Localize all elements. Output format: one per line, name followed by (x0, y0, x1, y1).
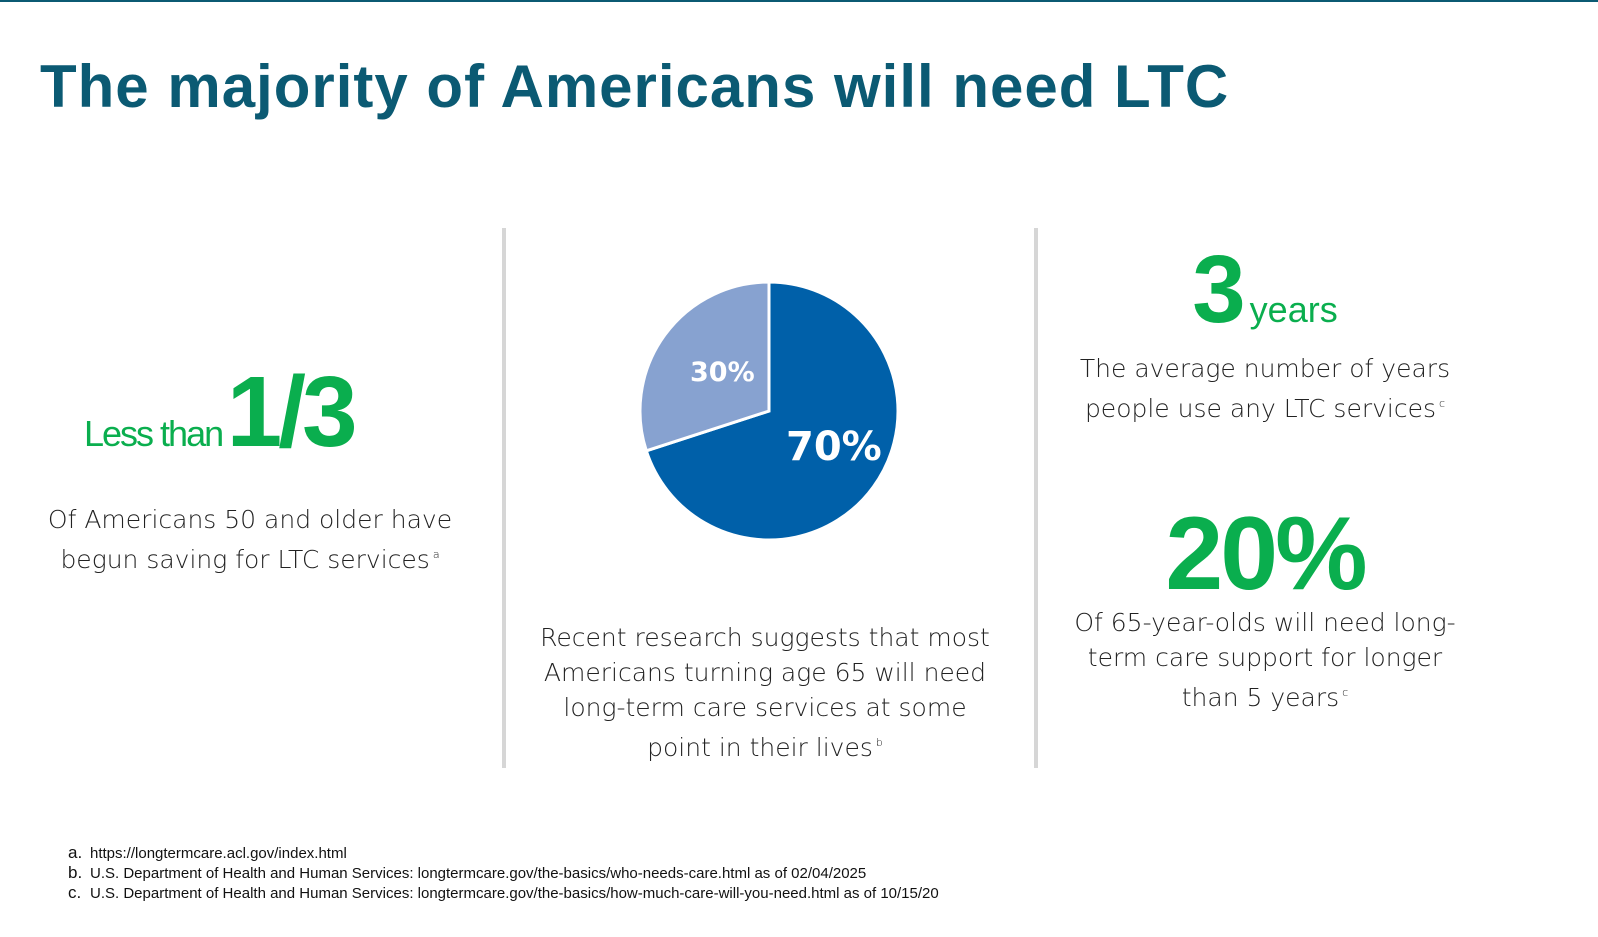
stat-unit: years (1249, 289, 1338, 330)
years-description: The average number of years people use a… (1060, 351, 1470, 426)
top-rule (0, 0, 1598, 2)
pie-chart: 70% 30% (638, 280, 900, 542)
footnote-letter: a. (68, 843, 83, 862)
description-text: Of 65-year-olds will need long-term care… (1074, 608, 1456, 712)
footnote: b. U.S. Department of Health and Human Se… (68, 863, 939, 883)
footnote-letter: b. (68, 863, 83, 882)
stat-percent: 20% (1165, 496, 1367, 612)
pie-label-30: 30% (690, 357, 755, 388)
page-title: The majority of Americans will need LTC (40, 53, 1230, 120)
pie-slice-30 (638, 280, 771, 453)
pie-label-70: 70% (786, 424, 882, 470)
stat-value: 3 (1192, 236, 1246, 343)
footnote-ref: b (875, 736, 883, 749)
footnote: c. U.S. Department of Health and Human Se… (68, 883, 939, 903)
research-description: Recent research suggests that most Ameri… (540, 620, 990, 765)
stat-value: 1/3 (226, 356, 358, 468)
footnote-ref: c (1342, 686, 1349, 699)
column-divider (502, 228, 506, 768)
stat-description: Of Americans 50 and older have begun sav… (40, 502, 460, 577)
footnote-ref: a (432, 548, 440, 561)
footnote-ref: c (1439, 397, 1446, 410)
footnote-text: https://longtermcare.acl.gov/index.html (90, 845, 347, 862)
footnote-text: U.S. Department of Health and Human Serv… (90, 865, 867, 882)
stat-years: 3 years (1060, 235, 1470, 345)
description-text: Of Americans 50 and older have begun sav… (47, 505, 453, 574)
footnote-letter: c. (68, 883, 82, 902)
percent-description: Of 65-year-olds will need long-term care… (1060, 605, 1470, 715)
pie-slice-70 (644, 280, 900, 542)
stat-prefix: Less than (84, 413, 224, 454)
footnotes: a. https://longtermcare.acl.gov/index.htm… (68, 843, 939, 903)
footnote-text: U.S. Department of Health and Human Serv… (90, 885, 939, 902)
description-text: The average number of years people use a… (1079, 354, 1451, 423)
description-text: Recent research suggests that most Ameri… (540, 623, 990, 762)
footnote: a. https://longtermcare.acl.gov/index.htm… (68, 843, 939, 863)
stat-one-third: Less than 1/3 (84, 355, 358, 470)
column-divider (1034, 228, 1038, 768)
